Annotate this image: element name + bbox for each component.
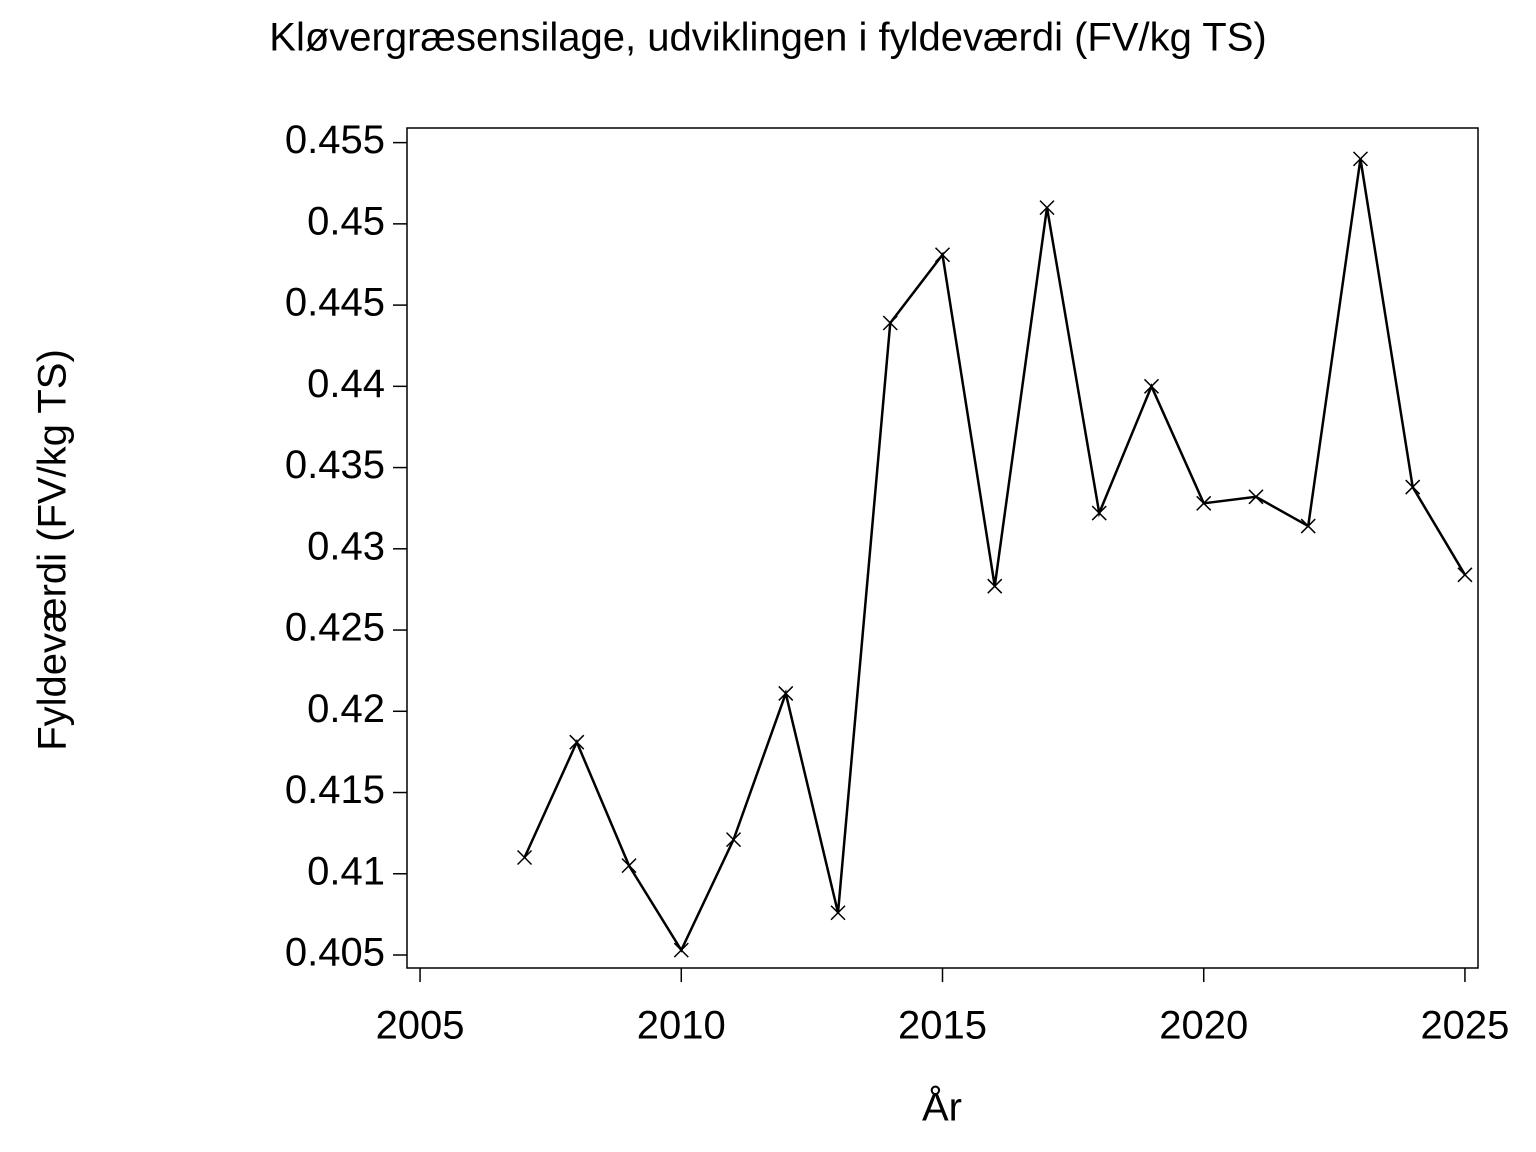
x-axis-label: År xyxy=(922,1085,962,1130)
data-point xyxy=(673,942,689,958)
data-point xyxy=(830,905,846,921)
data-point xyxy=(1143,378,1160,394)
x-tick-label: 2005 xyxy=(376,1004,465,1048)
data-point xyxy=(987,578,1003,594)
data-point xyxy=(934,247,951,263)
data-point xyxy=(1039,200,1055,216)
data-point xyxy=(517,849,533,866)
x-tick-label: 2020 xyxy=(1159,1004,1248,1048)
y-tick-label: 0.415 xyxy=(285,768,385,812)
data-point xyxy=(725,832,742,848)
data-point xyxy=(1091,505,1107,521)
y-axis-label: Fyldeværdi (FV/kg TS) xyxy=(31,349,75,751)
data-point xyxy=(621,858,637,874)
y-tick-label: 0.41 xyxy=(307,849,385,893)
y-tick-label: 0.455 xyxy=(285,118,385,162)
data-point xyxy=(569,734,585,750)
data-point xyxy=(1457,567,1473,583)
x-tick-label: 2010 xyxy=(637,1004,726,1048)
data-line xyxy=(523,158,1467,953)
y-tick-label: 0.44 xyxy=(307,362,385,406)
chart-title: Kløvergræsensilage, udviklingen i fyldev… xyxy=(269,16,1266,60)
y-tick-label: 0.405 xyxy=(285,931,385,975)
data-point xyxy=(882,315,898,331)
y-tick-label: 0.43 xyxy=(307,524,385,568)
data-point xyxy=(1352,151,1368,167)
y-tick-label: 0.435 xyxy=(285,443,385,487)
x-tick-label: 2025 xyxy=(1420,1004,1509,1048)
y-tick-label: 0.445 xyxy=(285,281,385,325)
data-point xyxy=(1196,495,1212,511)
y-tick-label: 0.45 xyxy=(307,199,385,243)
y-tick-label: 0.425 xyxy=(285,606,385,650)
data-point xyxy=(1405,479,1421,495)
y-tick-label: 0.42 xyxy=(307,687,385,731)
x-tick-label: 2015 xyxy=(898,1004,987,1048)
data-point xyxy=(778,685,794,701)
data-point xyxy=(1248,489,1264,505)
data-point xyxy=(1300,518,1316,534)
